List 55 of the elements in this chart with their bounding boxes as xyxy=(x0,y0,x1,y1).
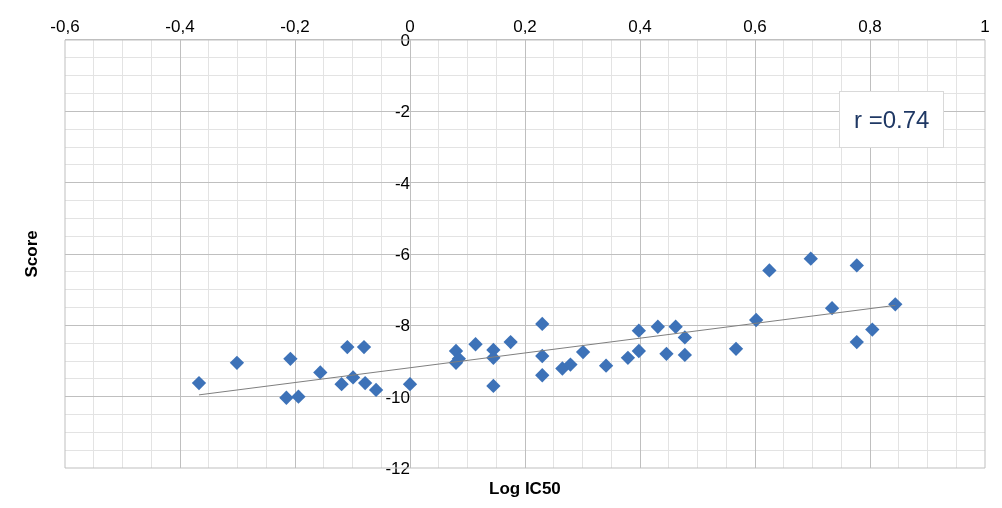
y-tick-label: -8 xyxy=(394,316,410,336)
x-tick-label: -0,4 xyxy=(165,17,195,37)
point xyxy=(762,263,777,278)
point xyxy=(368,382,384,398)
y-tick-label: -2 xyxy=(394,102,410,122)
x-tick-label: 0,8 xyxy=(858,17,882,37)
point xyxy=(677,330,692,345)
point xyxy=(468,337,483,352)
annotation: r =0.74 xyxy=(854,106,930,133)
point xyxy=(503,334,518,350)
x-tick-label: 0,2 xyxy=(513,17,537,37)
point xyxy=(888,297,903,312)
point xyxy=(803,251,818,266)
point xyxy=(598,358,614,373)
point xyxy=(650,319,665,334)
point xyxy=(849,334,864,350)
point xyxy=(677,347,692,363)
point xyxy=(358,375,373,391)
point xyxy=(283,351,298,367)
point xyxy=(402,377,418,392)
point xyxy=(313,365,328,380)
point xyxy=(486,378,501,394)
point xyxy=(229,355,245,370)
point xyxy=(575,344,591,360)
point xyxy=(668,319,683,334)
y-tick-label: -10 xyxy=(385,387,410,407)
point xyxy=(340,339,355,355)
point xyxy=(279,390,294,405)
point xyxy=(291,389,306,404)
point xyxy=(356,339,372,355)
y-tick-label: -4 xyxy=(394,173,410,193)
point xyxy=(849,258,864,273)
x-tick-label: 0,4 xyxy=(628,17,652,37)
x-tick-label: 0,6 xyxy=(743,17,767,37)
point xyxy=(535,348,550,364)
x-tick-label: -0,2 xyxy=(280,17,310,37)
point xyxy=(620,350,636,365)
point xyxy=(631,323,646,338)
y-tick-label: -12 xyxy=(385,458,410,478)
point xyxy=(749,312,764,328)
point xyxy=(191,375,207,391)
x-tick-label: -0,6 xyxy=(50,17,80,37)
y-axis-title: Score xyxy=(21,230,41,278)
point xyxy=(563,357,578,372)
point xyxy=(824,301,840,316)
point xyxy=(334,377,349,392)
x-axis-title: Log IC50 xyxy=(489,479,561,498)
point xyxy=(728,341,744,357)
point xyxy=(535,316,550,332)
point xyxy=(865,322,880,337)
x-tick-label: 1 xyxy=(980,17,990,37)
point xyxy=(535,368,550,383)
y-tick-label: -6 xyxy=(394,244,410,264)
point xyxy=(659,346,674,362)
point xyxy=(631,343,646,359)
